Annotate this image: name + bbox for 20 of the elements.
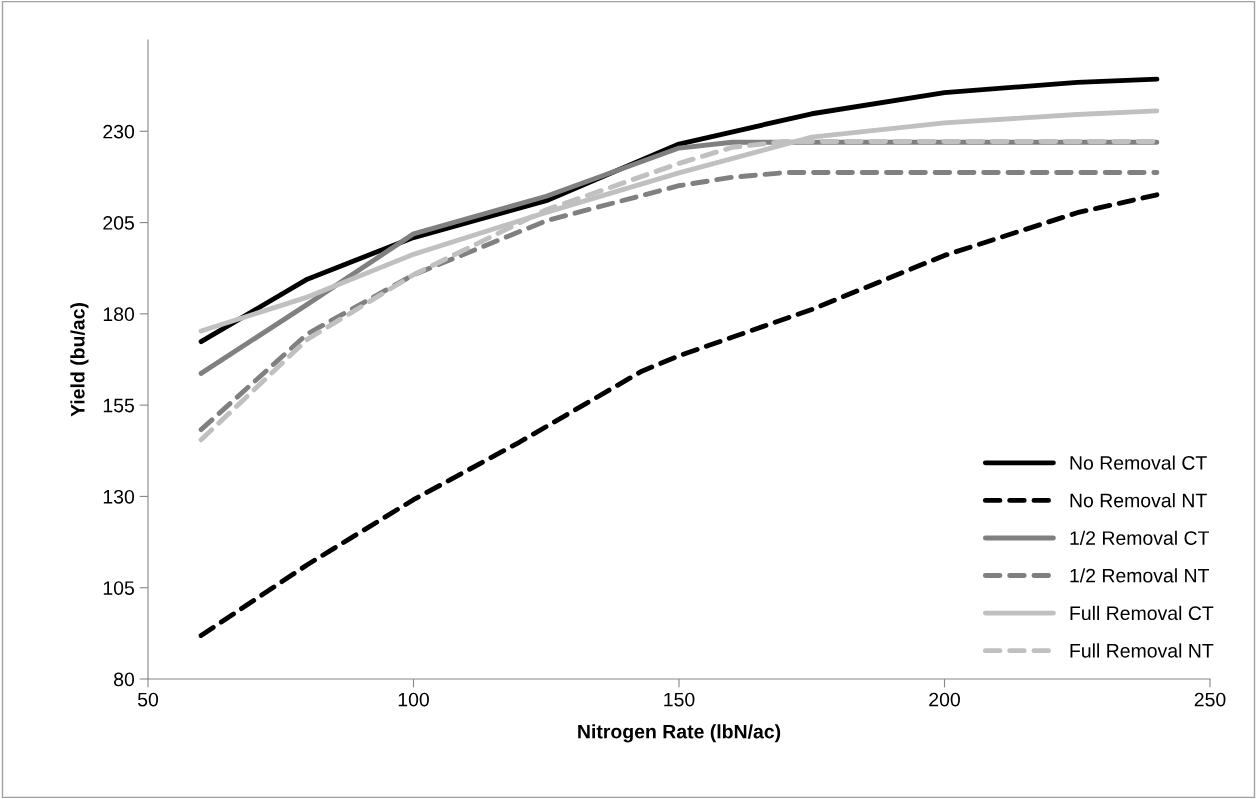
y-tick-label: 205	[103, 216, 134, 230]
x-tick-label: 50	[137, 692, 159, 707]
y-tick-label: 230	[103, 124, 135, 139]
x-tick-label: 100	[398, 692, 429, 707]
legend-label: No Removal CT	[1070, 455, 1207, 470]
y-tick-label: 130	[103, 489, 135, 504]
legend-label: Full Removal CT	[1070, 605, 1214, 621]
y-axis-title: Yield (bu/ac)	[70, 303, 89, 417]
y-tick-label: 80	[114, 672, 135, 687]
x-tick-label: 200	[929, 692, 960, 707]
x-axis-title: Nitrogen Rate (lbN/ac)	[578, 724, 781, 743]
y-tick-label: 105	[103, 581, 134, 595]
y-tick-label: 155	[103, 398, 134, 413]
legend-label: 1/2 Removal CT	[1070, 530, 1209, 545]
x-tick-label: 250	[1194, 692, 1226, 707]
legend-label: Full Removal NT	[1070, 643, 1214, 658]
legend-label: 1/2 Removal NT	[1070, 568, 1209, 583]
y-tick-label: 180	[103, 307, 135, 322]
x-tick-label: 150	[664, 692, 695, 707]
legend-label: No Removal NT	[1070, 493, 1207, 508]
